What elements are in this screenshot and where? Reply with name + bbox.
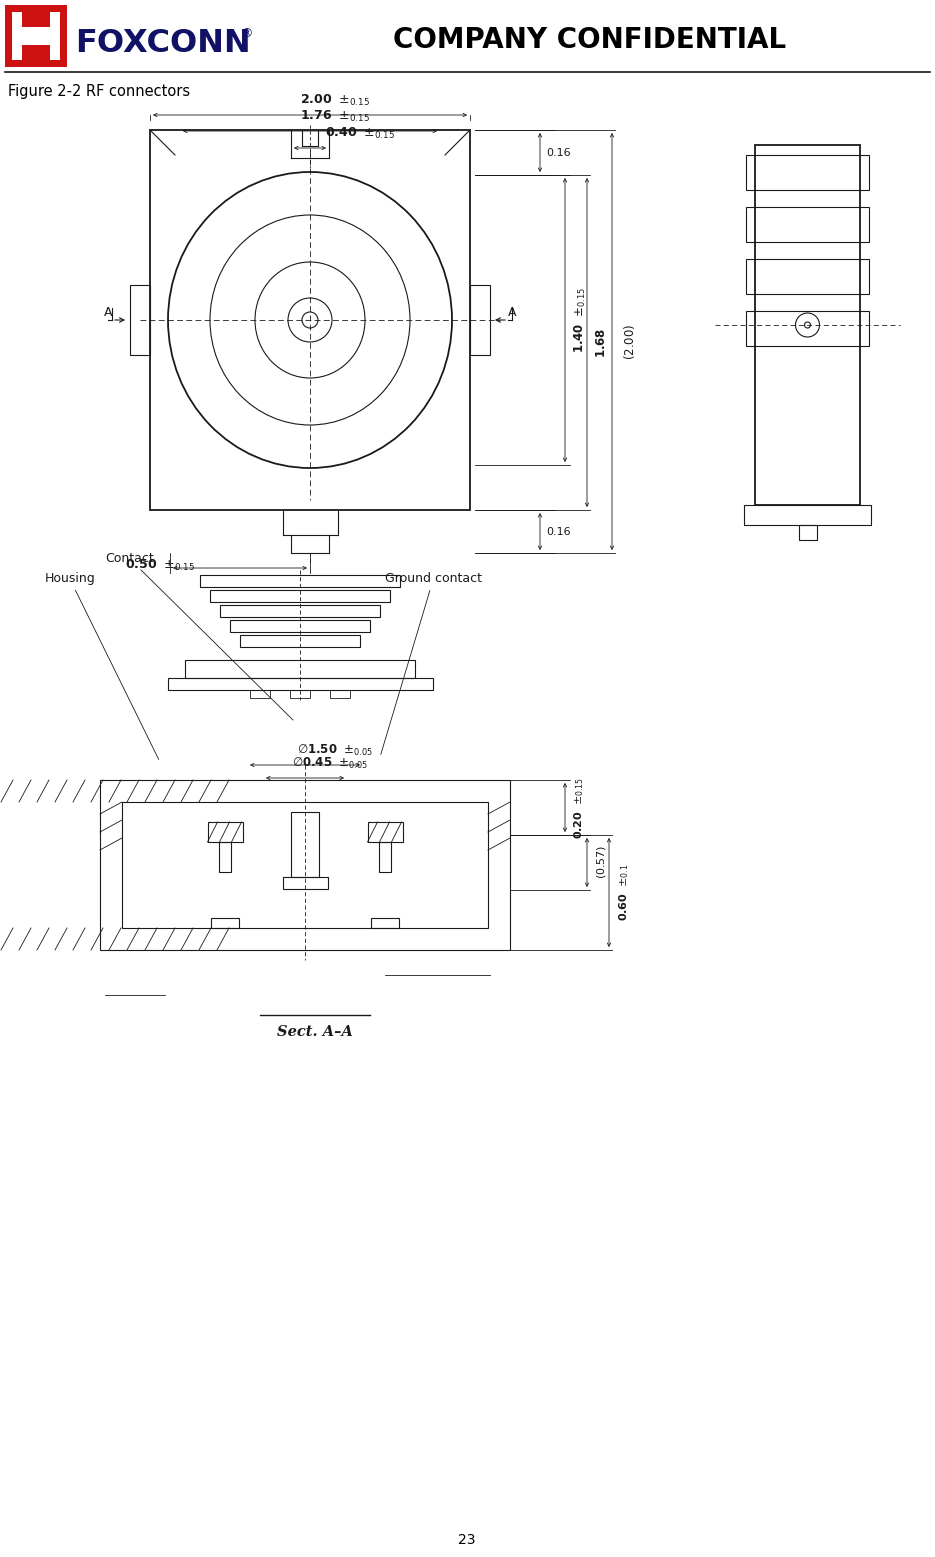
- Text: $\mathbf{0.40}$  $\pm_{0.15}$: $\mathbf{0.40}$ $\pm_{0.15}$: [325, 126, 396, 142]
- Bar: [211, 919, 239, 928]
- Bar: [291, 813, 319, 877]
- Text: Housing: Housing: [44, 571, 159, 760]
- Text: A: A: [508, 307, 516, 319]
- Text: Figure 2-2 RF connectors: Figure 2-2 RF connectors: [8, 84, 190, 100]
- Text: $\varnothing\mathbf{1.50}$  $\pm_{0.05}$: $\varnothing\mathbf{1.50}$ $\pm_{0.05}$: [297, 743, 373, 758]
- Bar: [210, 590, 390, 603]
- Bar: [167, 677, 433, 690]
- Text: ®: ®: [240, 28, 252, 40]
- Text: Sect. A–A: Sect. A–A: [277, 1025, 352, 1039]
- Text: $\mathbf{1.76}$  $\pm_{0.15}$: $\mathbf{1.76}$ $\pm_{0.15}$: [300, 109, 370, 125]
- Bar: [12, 12, 22, 61]
- Bar: [240, 635, 360, 648]
- Text: $\mathbf{2.00}$  $\pm_{0.15}$: $\mathbf{2.00}$ $\pm_{0.15}$: [300, 93, 370, 107]
- Text: $\mathbf{0.50}$  $\pm_{0.15}$: $\mathbf{0.50}$ $\pm_{0.15}$: [125, 557, 195, 573]
- Text: COMPANY CONFIDENTIAL: COMPANY CONFIDENTIAL: [394, 26, 786, 54]
- Text: $\varnothing\mathbf{0.45}$  $\pm_{0.05}$: $\varnothing\mathbf{0.45}$ $\pm_{0.05}$: [292, 755, 368, 771]
- Bar: [100, 780, 510, 950]
- Text: $\mathbf{1.40}$  $\pm_{0.15}$: $\mathbf{1.40}$ $\pm_{0.15}$: [573, 286, 588, 353]
- Bar: [744, 504, 871, 525]
- Bar: [50, 12, 60, 61]
- Circle shape: [804, 322, 811, 329]
- Bar: [122, 802, 488, 928]
- Bar: [5, 5, 67, 67]
- Bar: [220, 606, 380, 617]
- Bar: [470, 285, 490, 355]
- Bar: [367, 822, 402, 842]
- Bar: [208, 822, 242, 842]
- Bar: [22, 26, 50, 45]
- Text: A: A: [104, 307, 112, 319]
- Bar: [755, 145, 860, 504]
- Bar: [250, 690, 270, 698]
- Bar: [230, 620, 370, 632]
- Text: 0.16: 0.16: [546, 148, 570, 157]
- Text: $\mathbf{0.60}$  $\pm_{0.1}$: $\mathbf{0.60}$ $\pm_{0.1}$: [617, 864, 631, 922]
- Bar: [746, 207, 869, 241]
- Text: FOXCONN: FOXCONN: [75, 28, 251, 59]
- Text: 23: 23: [458, 1534, 476, 1548]
- Bar: [282, 877, 327, 889]
- Bar: [746, 156, 869, 190]
- Bar: [200, 575, 400, 587]
- Bar: [746, 311, 869, 346]
- Text: $( 2.00 )$: $( 2.00 )$: [622, 324, 637, 360]
- Bar: [185, 660, 415, 677]
- Text: $( 0.57 )$: $( 0.57 )$: [595, 845, 608, 880]
- Bar: [371, 919, 399, 928]
- Bar: [219, 842, 231, 872]
- Text: $\mathbf{1.68}$: $\mathbf{1.68}$: [595, 327, 608, 358]
- Bar: [379, 842, 391, 872]
- Text: 0.16: 0.16: [546, 526, 570, 537]
- Text: Contact: Contact: [105, 553, 293, 719]
- Text: $\mathbf{0.20}$  $\pm_{0.15}$: $\mathbf{0.20}$ $\pm_{0.15}$: [572, 777, 586, 839]
- Bar: [150, 129, 470, 511]
- Text: Ground contact: Ground contact: [381, 571, 482, 754]
- Bar: [798, 525, 816, 540]
- Bar: [746, 258, 869, 294]
- Bar: [290, 690, 310, 698]
- Bar: [330, 690, 350, 698]
- Bar: [130, 285, 150, 355]
